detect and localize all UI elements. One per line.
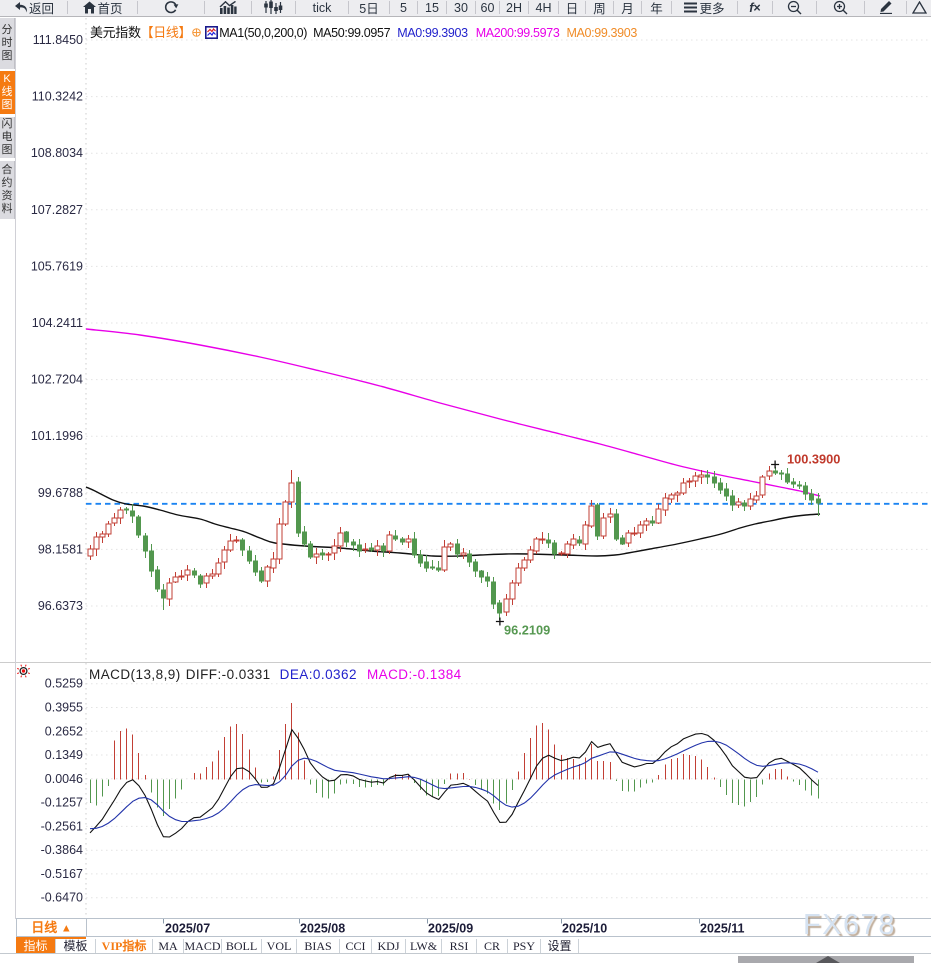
svg-text:105.7619: 105.7619	[31, 259, 83, 273]
svg-text:0.5259: 0.5259	[45, 677, 83, 691]
svg-text:0.0046: 0.0046	[45, 772, 83, 786]
svg-text:99.6788: 99.6788	[38, 486, 83, 500]
svg-text:-0.2561: -0.2561	[41, 819, 83, 833]
svg-text:2025/07: 2025/07	[165, 922, 210, 936]
svg-text:-0.6470: -0.6470	[41, 891, 83, 905]
svg-text:2025/10: 2025/10	[562, 922, 607, 936]
svg-text:101.1996: 101.1996	[31, 429, 83, 443]
svg-text:96.2109: 96.2109	[504, 623, 550, 638]
svg-text:98.1581: 98.1581	[38, 542, 83, 556]
svg-text:102.7204: 102.7204	[31, 373, 83, 387]
svg-text:2025/11: 2025/11	[700, 922, 745, 936]
svg-text:111.8450: 111.8450	[33, 33, 83, 47]
svg-text:2025/09: 2025/09	[428, 922, 473, 936]
svg-text:2025/08: 2025/08	[300, 922, 345, 936]
svg-text:-0.5167: -0.5167	[41, 867, 83, 881]
svg-text:100.3900: 100.3900	[787, 452, 840, 467]
svg-text:0.3955: 0.3955	[45, 701, 83, 715]
svg-text:104.2411: 104.2411	[32, 316, 83, 330]
svg-text:110.3242: 110.3242	[32, 90, 83, 104]
svg-text:-0.3864: -0.3864	[41, 843, 83, 857]
svg-text:-0.1257: -0.1257	[41, 796, 83, 810]
svg-text:0.2652: 0.2652	[45, 724, 83, 738]
svg-text:107.2827: 107.2827	[31, 203, 83, 217]
svg-text:0.1349: 0.1349	[45, 748, 83, 762]
svg-text:108.8034: 108.8034	[31, 146, 83, 160]
svg-text:96.6373: 96.6373	[38, 599, 83, 613]
